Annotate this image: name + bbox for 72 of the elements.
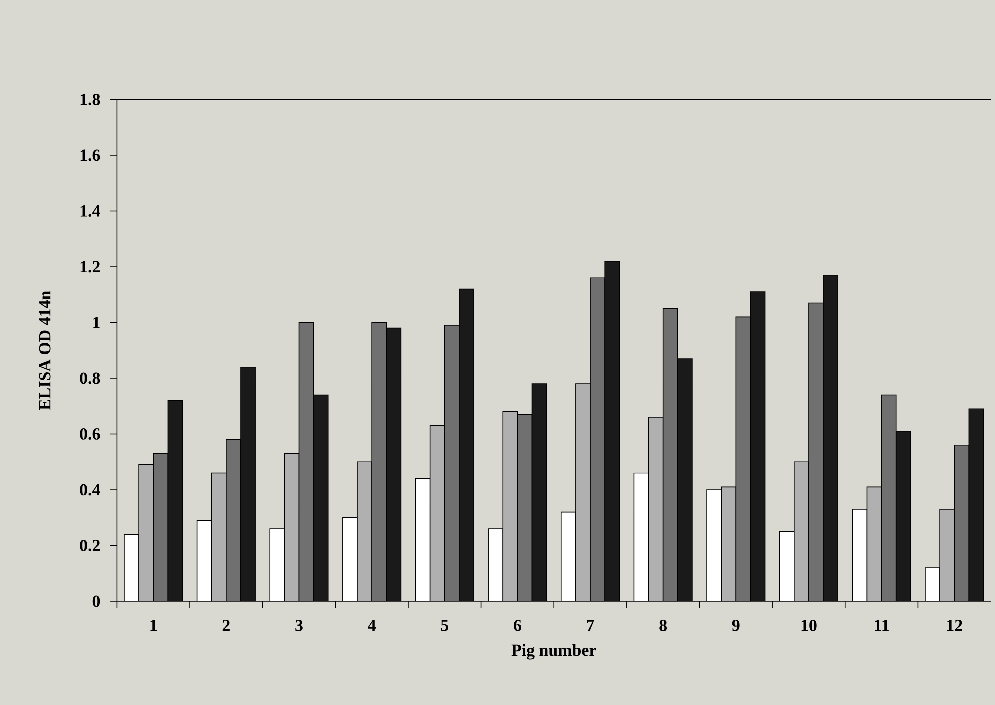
x-tick-label: 10: [802, 620, 817, 632]
bar: [168, 400, 183, 602]
y-tick-label: 0.8: [80, 372, 100, 384]
bar: [780, 532, 794, 602]
y-tick-label: 1.4: [80, 205, 100, 217]
bar: [794, 462, 809, 602]
bar: [386, 328, 402, 602]
bar: [824, 275, 838, 602]
bar: [314, 395, 328, 602]
y-tick-label: 1.8: [80, 94, 100, 106]
bar: [197, 520, 212, 602]
bar: [226, 440, 241, 602]
bar: [590, 278, 606, 602]
x-tick-label: 5: [441, 620, 448, 632]
y-tick-label: 0: [92, 596, 100, 608]
bar: [852, 509, 868, 602]
bar: [954, 444, 970, 602]
bar: [284, 454, 300, 602]
x-tick-label: 6: [514, 620, 522, 632]
bar: [722, 487, 736, 602]
bar: [444, 325, 460, 602]
bar: [605, 261, 620, 602]
y-tick-label: 0.4: [80, 484, 100, 496]
y-axis-title: ELISA OD 414n: [39, 290, 51, 410]
x-tick-label: 1: [150, 620, 157, 632]
x-tick-label: 9: [732, 620, 740, 632]
x-tick-label: 3: [296, 620, 303, 632]
bar: [561, 512, 576, 602]
x-tick-label: 12: [947, 620, 962, 632]
y-tick-label: 0.2: [80, 540, 100, 552]
bar: [867, 487, 882, 602]
bar: [518, 414, 532, 602]
bar: [736, 317, 751, 602]
bar: [358, 462, 372, 602]
bar: [299, 322, 314, 602]
bar: [154, 454, 168, 602]
bar: [808, 303, 824, 602]
bar: [372, 322, 387, 602]
bar: [925, 568, 940, 602]
x-tick-label: 11: [875, 620, 889, 632]
x-tick-label: 7: [587, 620, 594, 631]
bar: [139, 464, 154, 602]
bar: [940, 508, 956, 602]
x-tick-label: 4: [368, 620, 376, 632]
bar: [576, 384, 591, 602]
bar: [532, 384, 547, 602]
bar: [416, 478, 430, 602]
bar: [648, 417, 664, 602]
bar: [212, 473, 226, 602]
bar: [707, 490, 722, 602]
bar: [503, 412, 518, 602]
bar: [240, 367, 256, 602]
bar: [896, 431, 911, 602]
x-tick-label: 2: [222, 620, 230, 632]
bar: [430, 426, 445, 602]
y-tick-label: 1.6: [80, 150, 100, 162]
y-tick-label: 1: [94, 317, 100, 328]
bar: [488, 528, 504, 602]
x-axis-title: Pig number: [512, 644, 596, 660]
y-tick-label: 1.2: [80, 261, 100, 273]
x-tick-label: 8: [660, 620, 668, 632]
bar: [968, 408, 984, 602]
bar: [124, 534, 140, 602]
y-tick-label: 0.6: [80, 428, 100, 440]
bar: [678, 358, 692, 602]
bar: [663, 308, 678, 602]
bar: [750, 292, 766, 602]
bar: [342, 518, 358, 602]
bar: [459, 289, 474, 602]
bar: [270, 528, 285, 602]
bar: [882, 395, 896, 602]
bar: [634, 473, 649, 602]
